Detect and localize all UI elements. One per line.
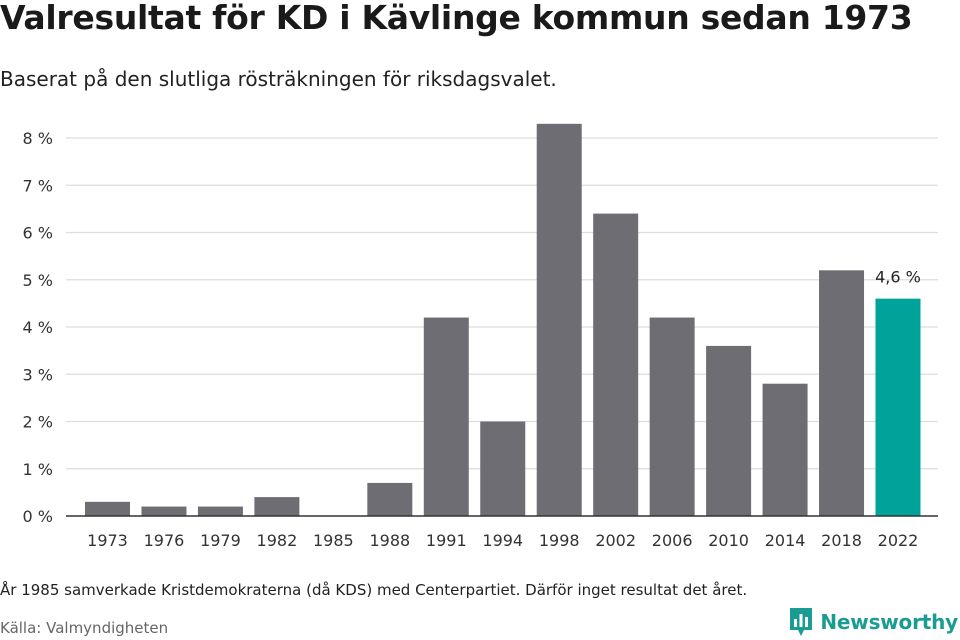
data-label: 4,6 % [875,268,921,287]
bar [762,383,808,516]
y-tick-label: 5 % [23,271,53,290]
y-tick-label: 6 % [23,224,53,243]
x-tick-label: 1982 [257,531,298,550]
bar [85,501,130,516]
x-tick-label: 1985 [313,531,354,550]
y-tick-label: 3 % [23,365,53,384]
source-label: Källa: Valmyndigheten [0,619,169,637]
bar [593,213,639,516]
x-tick-label: 1979 [200,531,241,550]
bar [536,123,582,516]
chart-title: Valresultat för KD i Kävlinge kommun sed… [0,0,913,37]
bar [367,482,413,516]
footnote: År 1985 samverkade Kristdemokraterna (då… [0,581,748,599]
y-tick-label: 0 % [23,507,53,526]
x-tick-label: 2006 [652,531,693,550]
bar [875,298,921,516]
x-tick-label: 1988 [369,531,410,550]
bar [706,345,752,516]
x-tick-label: 1994 [482,531,523,550]
bar [423,317,469,516]
x-tick-label: 2014 [765,531,806,550]
bar [254,497,300,516]
x-tick-label: 2002 [595,531,636,550]
chart-subtitle: Baserat på den slutliga rösträkningen fö… [0,67,557,91]
x-tick-label: 2022 [878,531,919,550]
x-tick-label: 1973 [87,531,128,550]
brand-name: Newsworthy [820,610,958,634]
x-tick-label: 1998 [539,531,580,550]
y-tick-label: 4 % [23,318,53,337]
x-tick-label: 1976 [144,531,185,550]
x-tick-label: 2010 [708,531,749,550]
bar [480,421,526,516]
newsworthy-logo-icon [790,608,813,636]
x-tick-label: 1991 [426,531,467,550]
y-tick-label: 8 % [23,129,53,148]
x-tick-label: 2018 [821,531,862,550]
brand-logo: Newsworthy [788,606,958,638]
bar [819,270,865,516]
y-tick-label: 2 % [23,413,53,432]
bar [649,317,695,516]
bar-chart: 0 % 1 % 2 % 3 % 4 % 5 % 6 % 7 % 8 % 1973 1976 1979 1… [23,123,938,550]
y-tick-label: 1 % [23,460,53,479]
bar [197,506,243,516]
y-tick-label: 7 % [23,176,53,195]
bar [141,506,187,516]
